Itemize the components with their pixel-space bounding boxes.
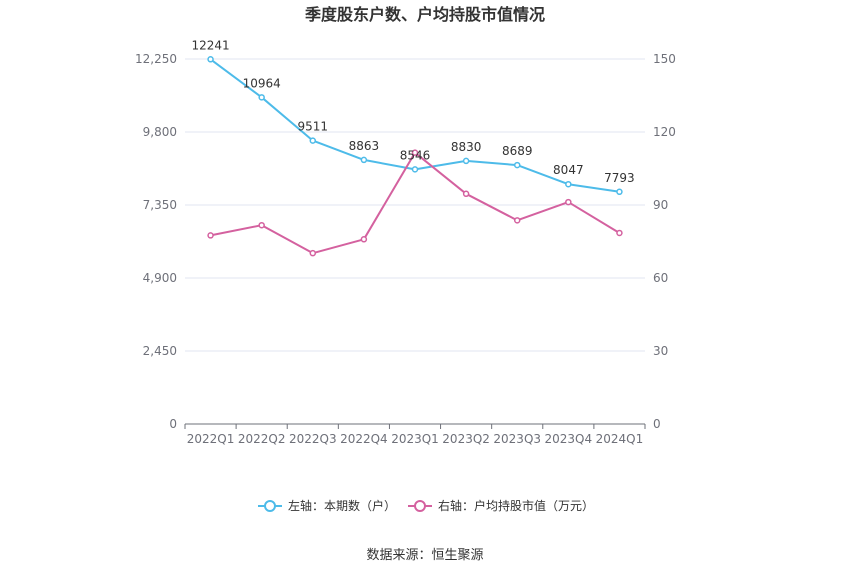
data-point: [207, 56, 214, 63]
legend-marker-2: [414, 500, 426, 512]
x-axis-tick-label: 2023Q4: [545, 432, 593, 446]
data-label: 12241: [191, 38, 229, 52]
data-point: [513, 161, 521, 169]
data-source: 数据来源：恒生聚源: [366, 548, 483, 563]
right-axis-tick-label: 90: [653, 198, 668, 212]
legend-marker-1: [264, 500, 276, 512]
x-axis-tick-label: 2022Q3: [289, 432, 337, 446]
series-lines: [207, 56, 623, 257]
right-axis-tick-label: 30: [653, 344, 668, 358]
data-point: [258, 221, 265, 229]
data-point: [411, 149, 419, 156]
data-labels: 12241 10964 9511 8863 8546 8830 8689 8047 7793: [191, 38, 634, 185]
legend-label-2: 右轴：户均持股市值（万元）: [438, 498, 594, 513]
left-axis-tick-label: 4,900: [143, 271, 177, 285]
data-point: [309, 249, 317, 257]
x-axis-tick-label: 2023Q2: [442, 432, 490, 446]
axes: 0 0 2,450 30 4,900 60 7,350 90 9,800 120 12,250 150…: [135, 52, 676, 446]
right-axis-tick-label: 60: [653, 271, 668, 285]
x-axis-tick-label: 2022Q1: [187, 432, 235, 446]
data-point: [513, 217, 521, 224]
x-axis-tick-label: 2022Q4: [340, 432, 388, 446]
right-axis-tick-label: 0: [653, 417, 661, 431]
x-axis-tick-label: 2023Q1: [391, 432, 439, 446]
data-point: [360, 236, 368, 243]
data-point: [309, 137, 317, 144]
x-axis-tick-label: 2022Q2: [238, 432, 286, 446]
data-label: 8546: [400, 148, 431, 162]
left-axis-tick-label: 0: [169, 417, 177, 431]
data-point: [616, 229, 623, 237]
chart-title: 季度股东户数、户均持股市值情况: [304, 5, 545, 24]
data-label: 9511: [298, 120, 329, 134]
data-point: [565, 180, 572, 188]
left-axis-tick-label: 2,450: [143, 344, 177, 358]
data-point: [207, 232, 214, 239]
data-label: 7793: [604, 171, 635, 185]
data-label: 10964: [243, 76, 281, 90]
data-label: 8863: [349, 139, 380, 153]
right-axis-tick-label: 150: [653, 52, 676, 66]
data-point: [462, 157, 470, 165]
x-axis-tick-label: 2023Q3: [493, 432, 541, 446]
data-point: [616, 188, 623, 196]
data-label: 8047: [553, 163, 584, 177]
data-point: [462, 190, 470, 198]
data-point: [360, 156, 368, 164]
data-point: [258, 94, 265, 101]
grid-lines: [185, 58, 645, 352]
data-label: 8830: [451, 140, 482, 154]
x-axis-tick-label: 2024Q1: [596, 432, 644, 446]
right-axis-tick-label: 120: [653, 125, 676, 139]
data-label: 8689: [502, 144, 533, 158]
left-axis-tick-label: 7,350: [143, 198, 177, 212]
legend-label-1: 左轴：本期数（户）: [288, 498, 396, 513]
legend: 左轴：本期数（户） 右轴：户均持股市值（万元）: [258, 498, 594, 513]
left-axis-tick-label: 12,250: [135, 52, 177, 66]
data-point: [565, 198, 572, 206]
data-point: [411, 166, 419, 173]
left-axis-tick-label: 9,800: [143, 125, 177, 139]
